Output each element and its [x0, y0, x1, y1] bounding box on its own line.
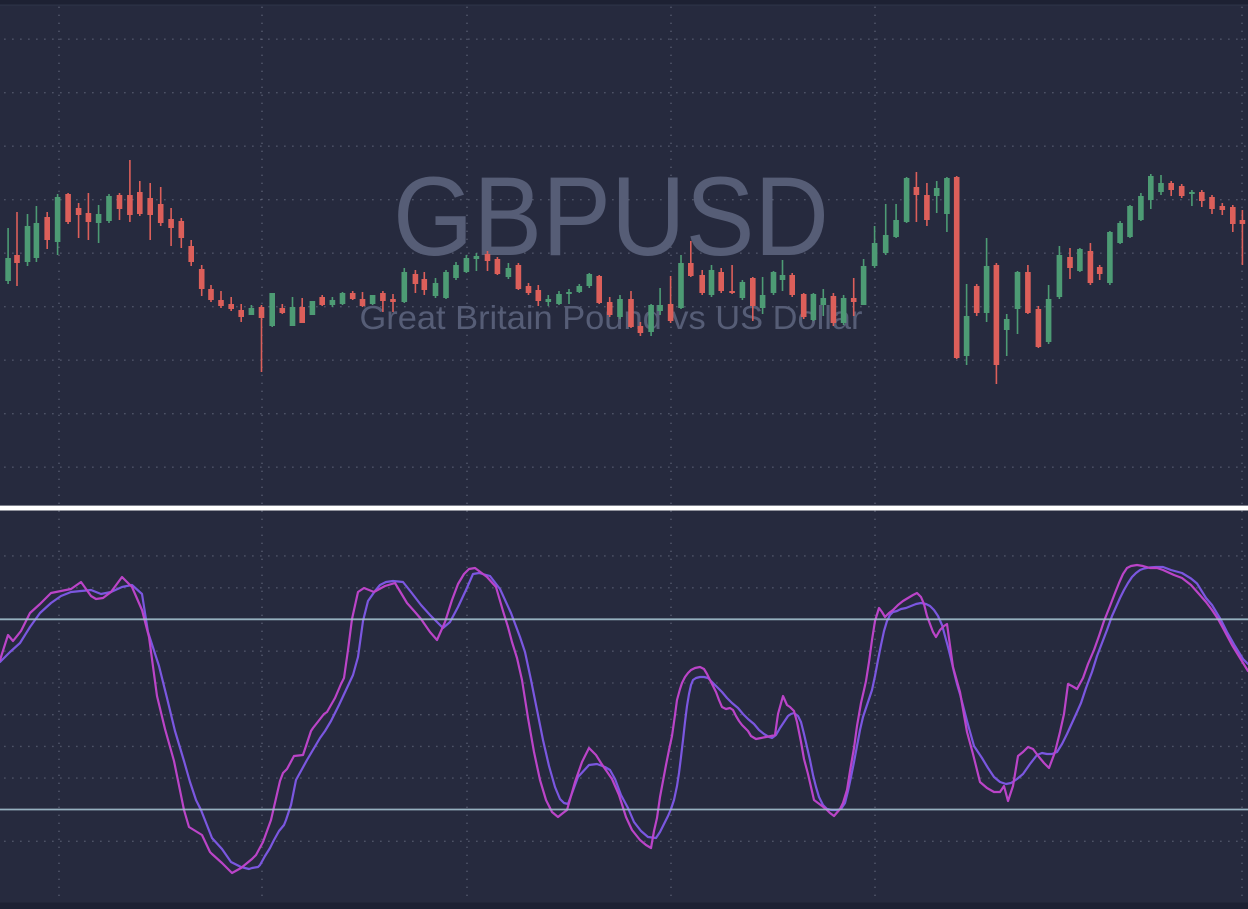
svg-text:GBPUSD: GBPUSD — [393, 154, 829, 279]
